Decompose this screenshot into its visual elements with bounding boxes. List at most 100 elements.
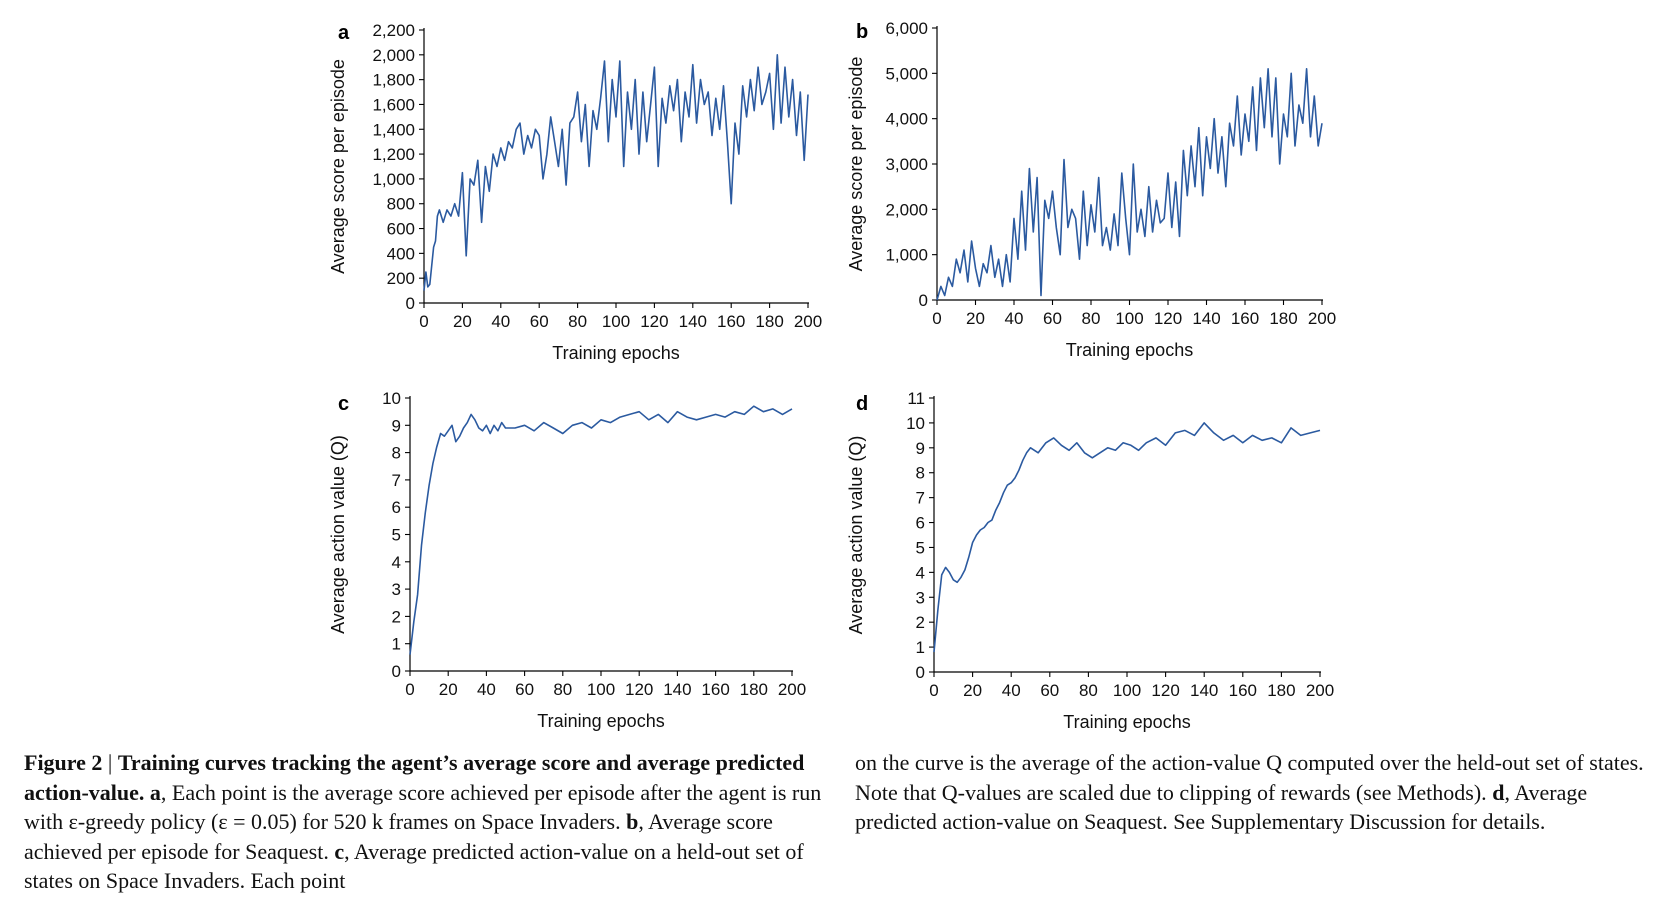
x-tick-label: 120 [1151,681,1179,700]
y-tick-label: 1,400 [372,120,415,139]
y-tick-label: 10 [906,414,925,433]
y-axis-label: Average score per episode [846,57,866,272]
caption-figure-label: Figure 2 [24,750,103,775]
x-tick-label: 160 [701,680,729,699]
series-line-d [933,422,1321,653]
y-tick-label: 2,000 [885,200,928,219]
y-tick-label: 3 [392,580,401,599]
y-tick-label: 2 [392,607,401,626]
caption-part-c-text-left: , Average predicted action-value on a he… [24,838,804,894]
x-axis-label: Training epochs [552,343,679,363]
x-tick-label: 40 [1002,681,1021,700]
caption-title: Training curves tracking the agent’s ave… [24,750,805,805]
caption-part-b-text: , Average score achieved per episode for… [24,809,773,864]
chart-panel-a: a02004006008001,0001,2001,4001,6001,8002… [328,21,822,363]
x-tick-label: 160 [1229,681,1257,700]
x-axis-label: Training epochs [537,711,664,731]
x-tick-label: 60 [1043,309,1062,328]
x-tick-label: 180 [740,680,768,699]
x-tick-label: 80 [568,312,587,331]
y-axis-label: Average action value (Q) [846,436,866,635]
x-tick-label: 100 [1113,681,1141,700]
panel-letter-a: a [338,22,350,44]
panel-letter-c: c [338,393,349,415]
x-tick-label: 100 [602,312,630,331]
panel-letter-d: d [856,393,868,415]
y-tick-label: 600 [387,220,415,239]
y-tick-label: 8 [916,464,925,483]
y-tick-label: 3 [916,588,925,607]
y-tick-label: 1 [916,638,925,657]
y-tick-label: 1,800 [372,71,415,90]
chart-panel-d: d 0 1 2 3 4 5 6 7 8 9 10 11 0 20 40 60 80 100 120 140 160 180 2… [846,389,1334,732]
x-tick-label: 200 [1306,681,1334,700]
x-tick-label: 100 [1115,309,1143,328]
y-tick-label: 4 [916,563,925,582]
y-tick-label: 2 [916,613,925,632]
x-tick-label: 60 [1040,681,1059,700]
y-tick-label: 10 [382,389,401,408]
x-tick-label: 200 [794,312,822,331]
y-tick-label: 1,200 [372,145,415,164]
x-tick-label: 140 [1190,681,1218,700]
x-tick-label: 80 [553,680,572,699]
x-tick-label: 200 [778,680,806,699]
x-axis-label: Training epochs [1063,712,1190,732]
x-tick-label: 200 [1308,309,1336,328]
caption-part-c-label: c [334,838,345,864]
y-tick-label: 6 [392,498,401,517]
y-tick-label: 8 [392,444,401,463]
y-tick-label: 0 [406,294,415,313]
y-axis-label: Average action value (Q) [328,435,348,634]
y-tick-label: 9 [392,416,401,435]
x-tick-label: 0 [405,680,414,699]
y-tick-label: 0 [392,662,401,681]
y-tick-label: 4 [392,553,401,572]
x-tick-label: 20 [966,309,985,328]
x-tick-label: 140 [663,680,691,699]
x-tick-label: 140 [679,312,707,331]
y-tick-label: 7 [392,471,401,490]
x-tick-label: 0 [419,312,428,331]
caption-separator: | [102,750,118,775]
caption-part-d-text: , Average predicted action-value on Seaq… [855,779,1588,835]
x-tick-label: 20 [453,312,472,331]
x-tick-label: 0 [929,681,938,700]
x-tick-label: 120 [640,312,668,331]
y-tick-label: 400 [387,244,415,263]
y-tick-label: 5 [916,538,925,557]
x-tick-label: 80 [1082,309,1101,328]
caption-right-column: on the curve is the average of the actio… [855,748,1650,837]
caption-left-column: Figure 2 | Training curves tracking the … [24,748,824,896]
x-tick-label: 40 [1005,309,1024,328]
y-tick-label: 6,000 [885,19,928,38]
x-tick-label: 120 [1154,309,1182,328]
x-tick-label: 180 [755,312,783,331]
y-tick-label: 2,000 [372,46,415,65]
y-tick-label: 200 [387,269,415,288]
x-tick-label: 20 [439,680,458,699]
y-tick-label: 5,000 [885,64,928,83]
y-tick-label: 7 [916,489,925,508]
x-tick-label: 80 [1079,681,1098,700]
y-tick-label: 1,000 [372,170,415,189]
panel-letter-b: b [856,21,868,43]
x-tick-label: 160 [717,312,745,331]
caption-part-c-text-right: on the curve is the average of the actio… [855,750,1644,805]
y-tick-label: 6 [916,514,925,533]
x-tick-label: 160 [1231,309,1259,328]
x-tick-label: 120 [625,680,653,699]
x-tick-label: 60 [530,312,549,331]
x-tick-label: 0 [932,309,941,328]
y-tick-label: 2,200 [372,21,415,40]
caption-part-a-text: , Each point is the average score achiev… [24,779,822,835]
x-tick-label: 60 [515,680,534,699]
series-line-a [423,53,809,291]
y-tick-label: 1,000 [885,246,928,265]
y-tick-label: 800 [387,195,415,214]
caption-part-a-label: a [149,779,161,805]
series-line-c [409,405,793,655]
y-tick-label: 1 [392,635,401,654]
